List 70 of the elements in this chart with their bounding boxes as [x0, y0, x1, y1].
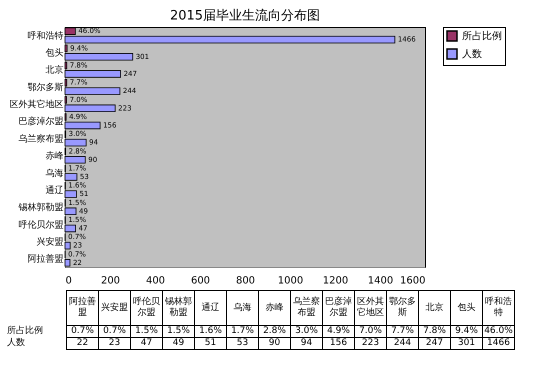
text: 1466: [487, 338, 510, 348]
category-label: 包头: [458, 302, 476, 312]
y-tick-label: 阿拉善盟: [28, 254, 64, 265]
category-label: 呼和浩特: [485, 297, 512, 318]
y-tick-label: 包头: [46, 48, 64, 59]
legend-label: 人数: [462, 49, 482, 60]
category-label: 巴彦淖尔盟: [325, 297, 352, 318]
text: 46.0%: [484, 326, 513, 336]
y-tick-label: 北京: [46, 64, 64, 76]
text: 94: [300, 338, 312, 348]
text: 7.0%: [359, 326, 382, 336]
text: 0.7%: [71, 326, 94, 336]
text: 51: [204, 338, 216, 348]
y-tick-label: 鄂尔多斯: [28, 82, 64, 93]
category-label: 鄂尔多斯: [389, 297, 416, 318]
y-tick-label: 巴彦淖尔盟: [18, 116, 64, 128]
text: 22: [76, 338, 88, 348]
text: 9.4%: [455, 326, 478, 336]
text: 人数: [7, 338, 25, 348]
y-tick-label: 乌海: [46, 168, 64, 179]
category-label: 阿拉善盟: [69, 297, 96, 318]
text: 7.8%: [423, 326, 446, 336]
y-tick-label: 呼和浩特: [28, 30, 64, 42]
x-tick-label: 1600: [400, 276, 426, 286]
text: 53: [236, 338, 248, 348]
x-tick-label: 1200: [322, 276, 348, 286]
category-label: 乌海: [234, 302, 252, 312]
x-tick-label: 800: [236, 276, 256, 286]
x-tick-label: 1000: [278, 276, 304, 286]
category-label: 乌兰察布盟: [293, 297, 320, 318]
category-label: 兴安盟: [101, 302, 128, 312]
category-label: 区外其它地区: [357, 297, 384, 318]
text: 1.5%: [167, 326, 190, 336]
text: 1.5%: [135, 326, 158, 336]
y-tick-label: 通辽: [46, 184, 64, 196]
x-tick-label: 200: [100, 276, 120, 286]
text: 223: [362, 338, 380, 348]
text: 247: [426, 338, 444, 348]
text: 所占比例: [7, 326, 43, 336]
x-tick-label: 1400: [368, 276, 394, 286]
text: 2.8%: [263, 326, 286, 336]
text: 1.7%: [231, 326, 254, 336]
category-label: 锡林郭勒盟: [165, 297, 192, 318]
text: 47: [140, 338, 152, 348]
y-tick-label: 呼伦贝尔盟: [18, 219, 64, 230]
text: 0.7%: [103, 326, 126, 336]
y-tick-label: 兴安盟: [36, 236, 64, 248]
text: 49: [172, 338, 184, 348]
text: 90: [268, 338, 280, 348]
y-tick-label: 锡林郭勒盟: [18, 202, 64, 214]
text: 301: [458, 338, 476, 348]
text: 156: [330, 338, 348, 348]
x-tick-label: 600: [190, 276, 210, 286]
text: 7.7%: [391, 326, 414, 336]
text: 4.9%: [327, 326, 350, 336]
text: 244: [394, 338, 412, 348]
text: 3.0%: [295, 326, 318, 336]
legend-label: 所占比例: [462, 30, 502, 42]
x-tick-label: 400: [146, 276, 166, 286]
category-label: 通辽: [202, 302, 220, 312]
y-tick-label: 赤峰: [46, 150, 64, 162]
y-tick-label: 乌兰察布盟: [18, 133, 64, 144]
text: 1.6%: [199, 326, 222, 336]
chart-title: 2015届毕业生流向分布图: [170, 8, 320, 24]
x-tick-label: 0: [66, 276, 72, 286]
category-label: 北京: [426, 302, 444, 312]
text: 23: [108, 338, 120, 348]
category-label: 呼伦贝尔盟: [133, 297, 160, 318]
y-tick-label: 区外其它地区: [10, 99, 64, 110]
category-label: 赤峰: [266, 302, 284, 312]
